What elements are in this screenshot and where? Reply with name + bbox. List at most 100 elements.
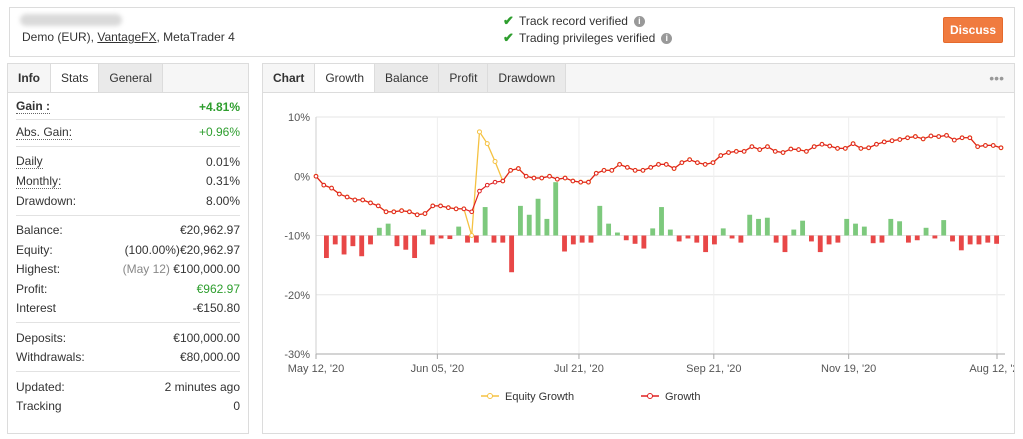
trading-privileges-verified: ✔ Trading privileges verified i	[503, 30, 673, 46]
growth-point	[562, 175, 568, 181]
abs-gain-label[interactable]: Abs. Gain:	[16, 124, 73, 140]
more-options-icon[interactable]: •••	[989, 70, 1004, 86]
equity-label: Equity:	[16, 242, 53, 257]
tab-drawdown[interactable]: Drawdown	[488, 64, 567, 92]
bar	[764, 217, 770, 236]
bar	[985, 235, 991, 243]
growth-point	[663, 162, 669, 167]
growth-point	[438, 203, 443, 209]
tab-balance[interactable]: Balance	[375, 64, 440, 92]
growth-point	[344, 194, 350, 200]
tracking-label: Tracking	[16, 399, 62, 414]
growth-point	[391, 209, 397, 215]
bar	[958, 235, 964, 251]
y-tick-label: -10%	[284, 231, 310, 243]
daily-label[interactable]: Daily	[16, 154, 43, 170]
stat-tracking: Tracking 0	[16, 397, 240, 417]
bar	[588, 235, 594, 243]
growth-point	[679, 160, 685, 165]
legend-equity-growth-label: Equity Growth	[505, 391, 574, 403]
stat-deposits: Deposits: €100,000.00	[16, 328, 240, 348]
balance-label: Balance:	[16, 223, 63, 238]
bar	[421, 229, 426, 236]
growth-point	[414, 212, 420, 218]
info-icon[interactable]: i	[661, 32, 673, 44]
tab-profit[interactable]: Profit	[439, 64, 489, 92]
platform: , MetaTrader 4	[156, 30, 235, 44]
growth-point	[998, 145, 1004, 151]
growth-point	[523, 173, 529, 179]
growth-point	[446, 205, 451, 210]
growth-point	[383, 209, 389, 215]
growth-point	[772, 149, 778, 154]
growth-point	[500, 178, 506, 184]
bar	[606, 223, 612, 236]
track-record-verified: ✔ Track record verified i	[503, 13, 645, 29]
check-icon: ✔	[503, 13, 514, 28]
monthly-label[interactable]: Monthly:	[16, 173, 62, 189]
equity-amount: €20,962.97	[179, 242, 240, 257]
growth-point	[484, 182, 490, 188]
y-tick-label: 0%	[294, 171, 310, 183]
bar	[544, 218, 550, 236]
stat-interest: Interest -€150.80	[16, 299, 240, 319]
growth-point	[913, 134, 918, 139]
equity-growth-point	[476, 129, 482, 135]
equity-growth-point	[469, 233, 475, 238]
tab-stats[interactable]: Stats	[51, 64, 100, 92]
bar	[641, 235, 647, 249]
bar	[482, 207, 488, 236]
growth-point	[951, 137, 957, 143]
growth-point	[531, 175, 537, 181]
x-tick-label: Jun 05, '20	[411, 363, 464, 375]
bar	[500, 235, 506, 243]
growth-point	[399, 208, 404, 213]
account-header: Demo (EUR), VantageFX, MetaTrader 4 ✔ Tr…	[9, 7, 1015, 57]
growth-point	[430, 203, 436, 209]
bar	[897, 221, 903, 236]
drawdown-value: 8.00%	[205, 193, 240, 208]
bar	[835, 235, 841, 243]
stat-abs-gain: Abs. Gain: +0.96%	[16, 123, 240, 143]
bar	[826, 235, 832, 245]
stats-tabs: Info Stats General	[8, 64, 248, 93]
bar	[473, 235, 479, 243]
growth-point	[827, 143, 833, 149]
y-tick-label: -30%	[284, 349, 310, 361]
stat-profit: Profit: €962.97	[16, 279, 240, 299]
legend-growth-marker	[647, 393, 653, 399]
bar	[932, 235, 938, 239]
growth-point	[843, 146, 848, 151]
growth-point	[819, 141, 825, 147]
legend-equity-growth-marker	[487, 393, 493, 399]
track-record-label: Track record verified	[519, 14, 628, 28]
growth-point	[407, 209, 412, 215]
tab-info[interactable]: Info	[8, 64, 51, 92]
tab-growth[interactable]: Growth	[315, 64, 376, 92]
stat-updated: Updated: 2 minutes ago	[16, 377, 240, 397]
x-tick-label: Jul 21, '20	[554, 363, 604, 375]
bar	[535, 198, 541, 236]
growth-point	[375, 203, 381, 209]
broker-link[interactable]: VantageFX	[97, 30, 157, 44]
growth-point	[718, 153, 724, 158]
growth-point	[897, 137, 903, 142]
bar	[914, 235, 920, 241]
discuss-button[interactable]: Discuss	[943, 17, 1003, 43]
highest-label: Highest:	[16, 262, 61, 277]
bar	[853, 223, 858, 236]
growth-point	[975, 144, 980, 149]
tab-chart[interactable]: Chart	[263, 64, 316, 92]
legend-growth-label: Growth	[665, 391, 700, 403]
bar	[650, 228, 656, 236]
bar	[570, 235, 576, 245]
tab-general[interactable]: General	[99, 64, 164, 92]
growth-point	[601, 168, 607, 173]
gain-label[interactable]: Gain :	[16, 99, 51, 115]
monthly-value: 0.31%	[205, 174, 240, 189]
growth-point	[329, 185, 334, 191]
info-icon[interactable]: i	[633, 15, 645, 27]
growth-point	[609, 168, 615, 173]
bar	[597, 205, 603, 236]
chart-panel: Chart Growth Balance Profit Drawdown •••…	[262, 63, 1015, 434]
